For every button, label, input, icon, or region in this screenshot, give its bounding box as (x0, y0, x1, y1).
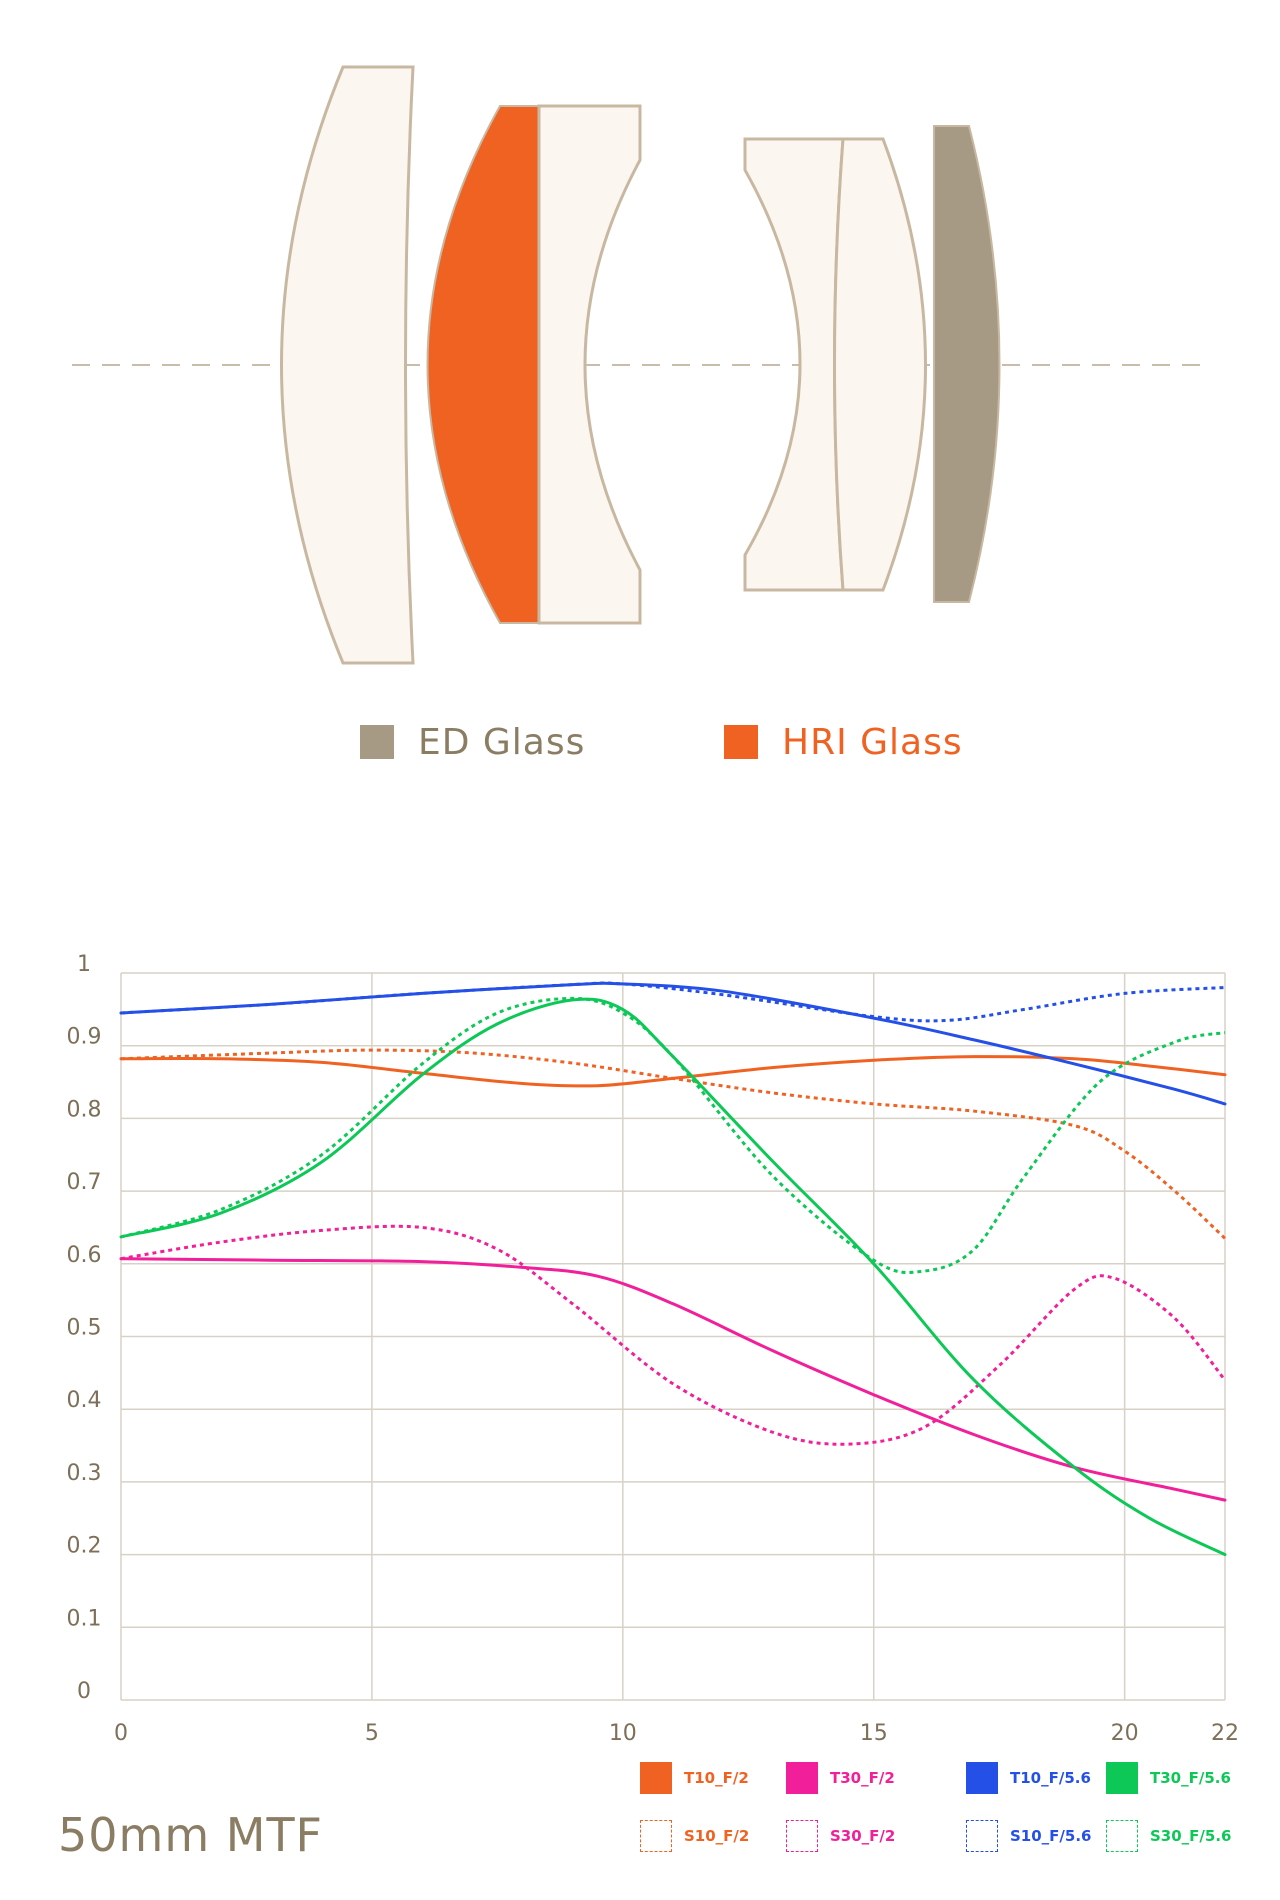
lens-element-6-ed-glass (933, 125, 1001, 603)
legend-swatch (1106, 1820, 1138, 1852)
legend-swatch (966, 1820, 998, 1852)
lens-diagram (72, 65, 1212, 665)
lens-element-5 (833, 137, 927, 592)
y-tick-label: 0.2 (67, 1534, 102, 1559)
legend-swatch (786, 1762, 818, 1794)
legend-swatch (640, 1762, 672, 1794)
series-line-s10-f-2 (120, 1048, 1227, 1240)
x-tick-label: 15 (860, 1721, 888, 1746)
x-tick-label: 0 (114, 1721, 128, 1746)
lens-element-2-hri-glass (426, 105, 540, 624)
legend-item: S30_F/5.6 (1106, 1816, 1231, 1856)
legend-swatch (640, 1820, 672, 1852)
legend-hri-glass: HRI Glass (724, 712, 963, 772)
legend-item: T10_F/2 (640, 1758, 749, 1798)
y-tick-label: 0.5 (67, 1316, 102, 1341)
hri-glass-swatch (724, 725, 758, 759)
legend-swatch (966, 1762, 998, 1794)
legend-ed-glass: ED Glass (360, 712, 585, 772)
chart-title: 50mm MTF (58, 1808, 324, 1862)
y-tick-label: 0.1 (67, 1606, 102, 1631)
y-tick-label: 0.7 (67, 1170, 102, 1195)
series-line-s30-f-5-6 (120, 996, 1226, 1275)
legend-label: S30_F/5.6 (1150, 1827, 1232, 1845)
legend-swatch (1106, 1762, 1138, 1794)
ed-glass-swatch (360, 725, 394, 759)
legend-label: S30_F/2 (830, 1827, 896, 1845)
x-tick-label: 10 (609, 1721, 637, 1746)
legend-label: T10_F/5.6 (1010, 1769, 1091, 1787)
legend-item: T10_F/5.6 (966, 1758, 1091, 1798)
legend-label: S10_F/5.6 (1010, 1827, 1092, 1845)
legend-label: S10_F/2 (684, 1827, 750, 1845)
lens-element-1 (280, 65, 415, 665)
series-line-t10-f-5-6 (119, 981, 1227, 1106)
series-line-t30-f-5-6 (119, 997, 1227, 1557)
x-tick-label: 22 (1211, 1721, 1239, 1746)
legend-item: T30_F/5.6 (1106, 1758, 1231, 1798)
y-tick-label: 0 (77, 1679, 91, 1704)
lens-element-3 (537, 104, 642, 625)
legend-item: S10_F/2 (640, 1816, 749, 1856)
legend-item: T30_F/2 (786, 1758, 895, 1798)
hri-glass-label: HRI Glass (782, 721, 963, 763)
x-tick-label: 5 (365, 1721, 379, 1746)
legend-label: T10_F/2 (684, 1769, 749, 1787)
series-line-t30-f-2 (119, 1257, 1227, 1502)
y-tick-label: 0.4 (67, 1388, 102, 1413)
legend-item: S30_F/2 (786, 1816, 895, 1856)
y-tick-label: 0.8 (67, 1097, 102, 1122)
x-tick-label: 20 (1111, 1721, 1139, 1746)
legend-label: T30_F/5.6 (1150, 1769, 1231, 1787)
y-tick-label: 0.3 (67, 1461, 102, 1486)
legend-swatch (786, 1820, 818, 1852)
legend-item: S10_F/5.6 (966, 1816, 1091, 1856)
y-tick-label: 0.9 (67, 1025, 102, 1050)
y-tick-label: 0.6 (67, 1243, 102, 1268)
y-tick-label: 1 (77, 952, 91, 977)
legend-label: T30_F/2 (830, 1769, 895, 1787)
ed-glass-label: ED Glass (418, 721, 586, 763)
